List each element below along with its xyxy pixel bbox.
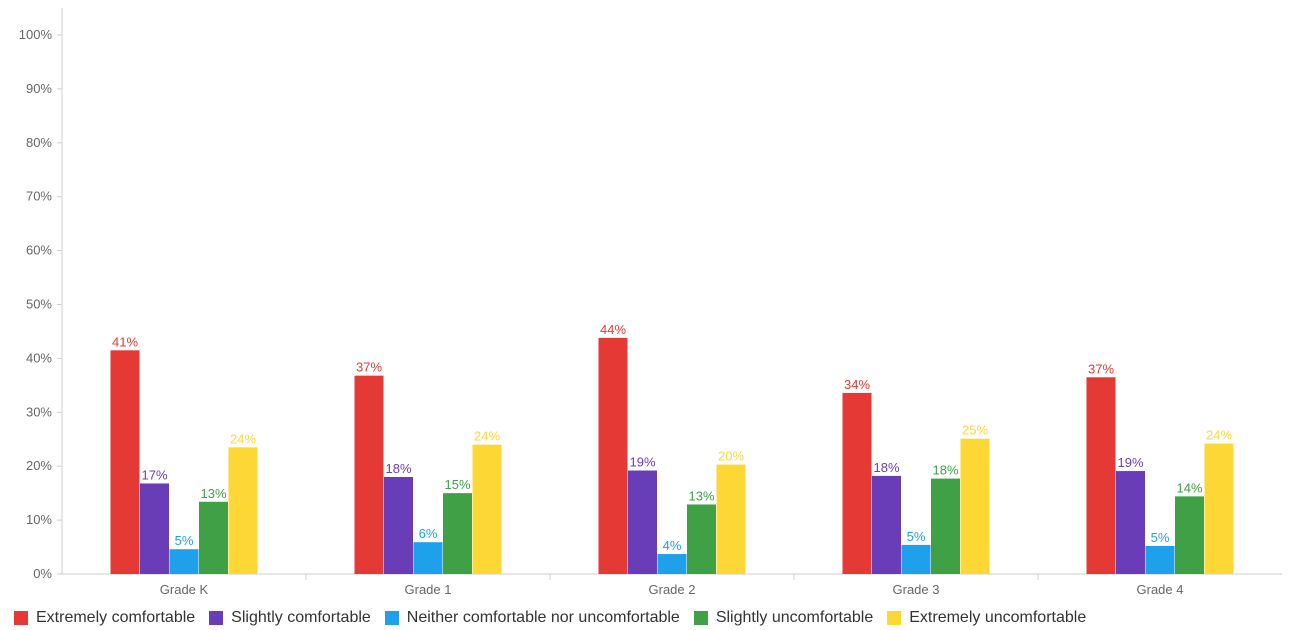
legend-label: Extremely uncomfortable: [909, 609, 1087, 626]
bar-value-label: 24%: [474, 429, 500, 444]
legend-item[interactable]: Slightly uncomfortable: [693, 609, 874, 627]
y-tick-label: 60%: [26, 243, 52, 258]
bar: [872, 475, 901, 574]
bar: [1116, 471, 1145, 574]
bar: [110, 350, 140, 574]
x-category-label: Grade 1: [405, 582, 452, 597]
bar-value-label: 24%: [1206, 428, 1232, 443]
data-label-layer: 41% 17% 5% 13% 24% 37% 18% 6% 15% 24% 44% 19% 4% 13% 2…: [112, 322, 1232, 553]
x-category-label: Grade 2: [649, 582, 696, 597]
bar-value-label: 14%: [1176, 480, 1202, 495]
legend-label: Extremely comfortable: [36, 609, 196, 626]
bar-value-label: 18%: [932, 463, 958, 478]
legend-label: Neither comfortable nor uncomfortable: [406, 609, 680, 626]
bar: [228, 447, 258, 574]
bar-value-label: 5%: [175, 533, 194, 548]
legend-item[interactable]: Neither comfortable nor uncomfortable: [384, 609, 680, 627]
bar-value-label: 5%: [907, 529, 926, 544]
legend-item[interactable]: Extremely uncomfortable: [887, 609, 1086, 627]
bar-value-label: 37%: [1088, 361, 1114, 376]
bar-value-label: 24%: [230, 431, 256, 446]
bar: [1204, 443, 1234, 574]
x-category-label: Grade 3: [893, 582, 940, 597]
y-tick-label: 100%: [19, 27, 53, 42]
bar: [199, 501, 228, 574]
bar-value-label: 37%: [356, 360, 382, 375]
bar-value-label: 18%: [385, 461, 411, 476]
legend-swatch: [693, 611, 708, 625]
bar-value-label: 25%: [962, 423, 988, 438]
bar: [1175, 496, 1204, 574]
bar-value-label: 44%: [600, 322, 626, 337]
bar: [169, 549, 199, 574]
y-tick-label: 80%: [26, 135, 52, 150]
legend-label: Slightly uncomfortable: [715, 609, 874, 626]
y-tick-label: 70%: [26, 189, 52, 204]
bar-value-label: 4%: [663, 538, 682, 553]
chart-legend: Extremely comfortable Slightly comfortabl…: [14, 607, 1086, 629]
bar-value-label: 34%: [844, 377, 870, 392]
bar: [1086, 377, 1116, 574]
bar-value-label: 13%: [200, 486, 226, 501]
bar-value-label: 15%: [444, 477, 470, 492]
bar-value-label: 19%: [629, 455, 655, 470]
y-tick-label: 0%: [33, 566, 52, 581]
bar-value-label: 18%: [873, 460, 899, 475]
legend-label: Slightly comfortable: [231, 609, 371, 626]
bar-value-label: 41%: [112, 334, 138, 349]
bar-value-label: 20%: [718, 449, 744, 464]
bar: [413, 542, 443, 574]
axis-layer: 0% 10% 20% 30% 40% 50% 60% 70% 80% 90% 100% Grade K…: [19, 8, 1282, 597]
legend-swatch: [14, 611, 28, 625]
bar: [901, 544, 931, 574]
bar-value-label: 13%: [688, 488, 714, 503]
bar: [472, 444, 502, 574]
legend-swatch: [384, 611, 399, 625]
bar: [628, 470, 657, 574]
bar: [598, 337, 628, 574]
legend-swatch: [209, 611, 224, 625]
bar: [384, 476, 413, 574]
y-tick-label: 40%: [26, 350, 52, 365]
legend-item[interactable]: Slightly comfortable: [209, 609, 371, 627]
y-tick-label: 10%: [26, 512, 52, 527]
y-tick-label: 30%: [26, 404, 52, 419]
y-tick-label: 90%: [26, 81, 52, 96]
bar: [443, 493, 472, 574]
bar: [931, 478, 960, 574]
bar: [657, 554, 687, 574]
bar-value-label: 17%: [141, 467, 167, 482]
bar: [687, 504, 716, 574]
y-tick-label: 50%: [26, 297, 52, 312]
bar: [1145, 545, 1175, 574]
bar: [140, 483, 169, 574]
bar-value-label: 6%: [419, 526, 438, 541]
bar-value-label: 5%: [1151, 530, 1170, 545]
bar-value-label: 19%: [1117, 455, 1143, 470]
x-category-label: Grade 4: [1137, 582, 1184, 597]
bar: [354, 375, 384, 574]
bar-layer: [110, 337, 1234, 574]
legend-swatch: [887, 611, 902, 625]
bar: [716, 464, 746, 574]
x-category-label: Grade K: [160, 582, 209, 597]
bar: [842, 392, 872, 574]
y-tick-label: 20%: [26, 458, 52, 473]
legend-item[interactable]: Extremely comfortable: [14, 609, 195, 627]
bar: [960, 438, 990, 574]
